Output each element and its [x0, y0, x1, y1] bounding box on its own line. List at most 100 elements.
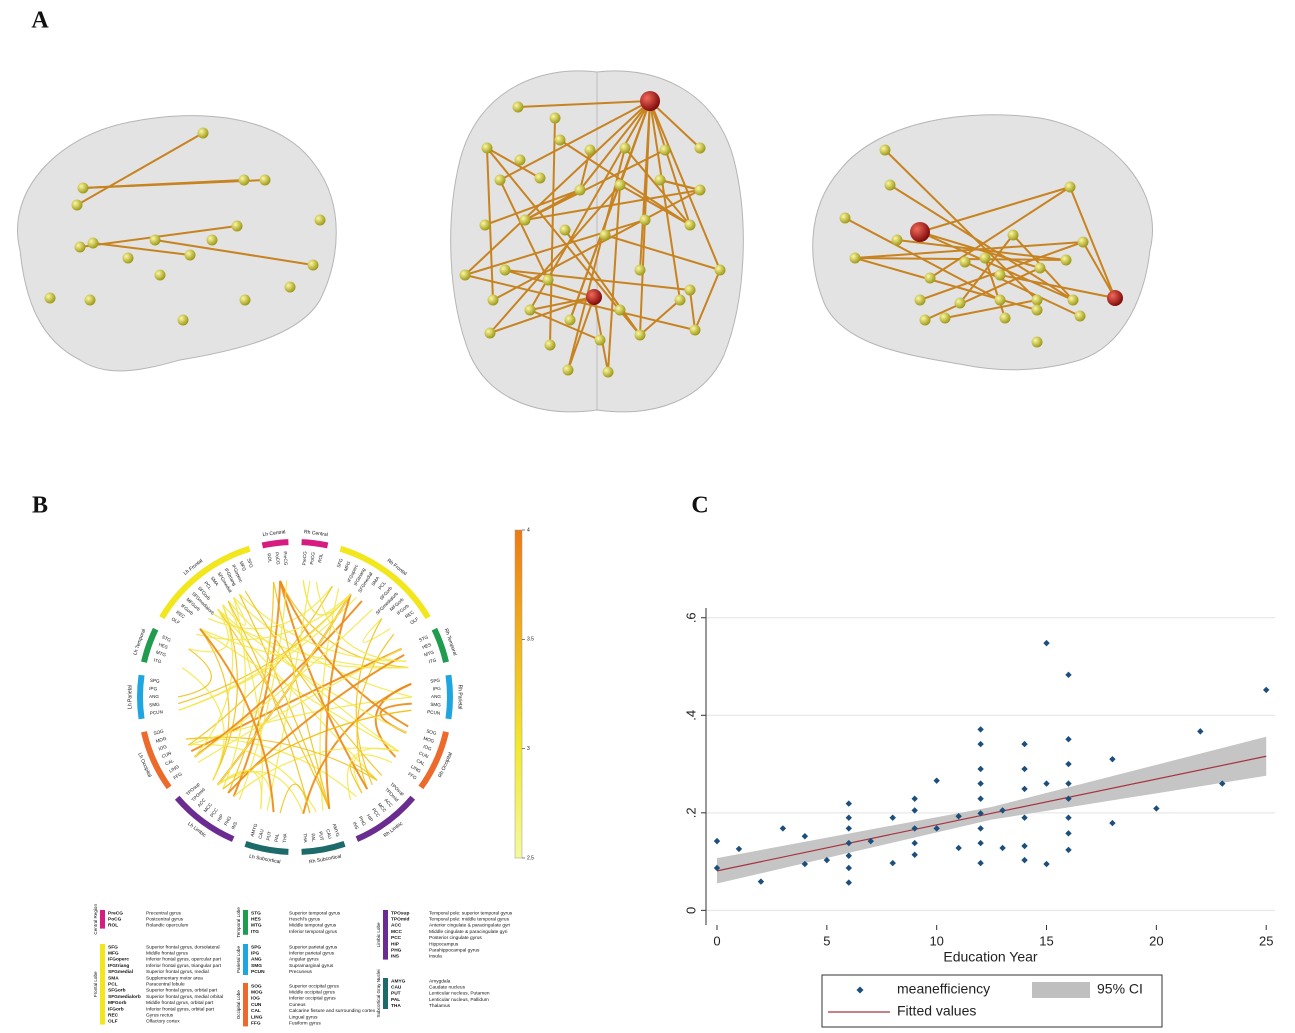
chord — [363, 618, 390, 642]
x-tick-label: 5 — [823, 933, 830, 948]
node — [565, 315, 576, 326]
region-full-name: Superior frontal gyrus, dorsolateral — [146, 944, 220, 950]
region-full-name: Superior frontal gyrus, medial — [146, 969, 209, 975]
region-abbr: IFGtriang — [108, 963, 129, 969]
region-name: Subcortical Gray Nuclei — [376, 970, 381, 1018]
node-label: ITG — [153, 658, 162, 665]
colorbar-tick-label: 2.5 — [527, 855, 534, 861]
region-full-name: Insula — [429, 954, 442, 960]
legend-label: meanefficiency — [897, 981, 990, 997]
node-label: THA — [282, 832, 288, 842]
region-name: Central Region — [93, 904, 98, 935]
region-abbr: HES — [251, 916, 262, 922]
panel-label: B — [32, 493, 48, 519]
region-name: Occipital Lobe — [236, 990, 241, 1020]
data-point — [1263, 687, 1269, 693]
node-label: CAU — [325, 829, 332, 840]
region-full-name: Middle temporal gyrus — [289, 923, 337, 929]
region-full-name: Lenticular nucleus, Putamen — [429, 991, 490, 997]
data-point — [912, 840, 918, 846]
node — [1008, 230, 1019, 241]
node — [1032, 295, 1043, 306]
data-point — [1065, 847, 1071, 853]
node-label: AMYG — [250, 822, 259, 837]
node — [620, 143, 631, 154]
region-legend: Central RegionPreCGPrecentral gyrusPoCGP… — [93, 904, 513, 1027]
hub-node — [640, 91, 660, 111]
region-full-name: Heschl's gyrus — [289, 916, 321, 922]
node — [560, 225, 571, 236]
segment-label: Rh Subcortical — [309, 854, 342, 866]
confidence-band — [717, 737, 1266, 884]
node — [995, 295, 1006, 306]
node — [850, 253, 861, 264]
y-tick-label: .2 — [683, 807, 698, 818]
node-label: INS — [352, 821, 360, 830]
node — [500, 265, 511, 276]
node-label: PreCG — [282, 551, 288, 566]
region-abbr: PCC — [391, 935, 402, 941]
region-abbr: PreCG — [108, 910, 123, 916]
node-label: PoCG — [274, 552, 281, 565]
region-abbr: IOG — [251, 996, 260, 1002]
data-point — [999, 845, 1005, 851]
data-point — [846, 815, 852, 821]
region-swatch — [100, 944, 105, 1025]
region-full-name: Angular gyrus — [289, 957, 319, 963]
data-point — [1021, 857, 1027, 863]
node — [563, 365, 574, 376]
node-label: HES — [421, 642, 432, 650]
region-abbr: SOG — [251, 983, 262, 989]
data-point — [977, 840, 983, 846]
data-point — [846, 800, 852, 806]
region-abbr: CUN — [251, 1002, 262, 1008]
node-label: MTG — [155, 650, 167, 658]
data-point — [977, 795, 983, 801]
node — [690, 325, 701, 336]
node — [885, 180, 896, 191]
region-full-name: Middle frontal gyrus, orbital part — [146, 1000, 214, 1006]
chord — [182, 668, 224, 781]
region-abbr: IFGorb — [108, 1006, 124, 1012]
node — [655, 175, 666, 186]
region-full-name: Temporal pole: middle temporal gyrus — [429, 916, 510, 922]
node — [940, 313, 951, 324]
region-abbr: STG — [251, 910, 261, 916]
node-label: SPG — [430, 678, 441, 684]
data-point — [1065, 780, 1071, 786]
node — [198, 128, 209, 139]
chord — [218, 771, 274, 812]
node-label: SMG — [430, 702, 441, 708]
data-point — [780, 825, 786, 831]
node — [600, 230, 611, 241]
node — [485, 328, 496, 339]
region-full-name: Posterior cingulate gyrus — [429, 935, 482, 941]
chord — [213, 605, 238, 780]
node-label: PAL — [274, 833, 280, 842]
node-label: PoCG — [309, 551, 316, 564]
node-label: PCUN — [150, 709, 164, 715]
node-label: CAU — [258, 829, 265, 840]
data-point — [1065, 736, 1071, 742]
region-swatch — [100, 910, 105, 929]
node — [520, 215, 531, 226]
colorbar-tick-label: 4 — [527, 527, 530, 533]
node — [460, 270, 471, 281]
node-label: SOG — [153, 728, 165, 736]
region-full-name: Temporal pole: superior temporal gyrus — [429, 910, 513, 916]
node-label: SPG — [150, 678, 161, 684]
node — [615, 305, 626, 316]
node — [72, 200, 83, 211]
node — [715, 265, 726, 276]
node — [635, 330, 646, 341]
region-abbr: MFG — [108, 950, 119, 956]
node — [1078, 237, 1089, 248]
node-label: STG — [418, 634, 429, 643]
region-abbr: CAL — [251, 1008, 261, 1014]
colorbar — [515, 530, 522, 858]
segment-label: Lh Subcortical — [249, 854, 281, 866]
region-abbr: SFG — [108, 944, 118, 950]
region-full-name: Supramarginal gyrus — [289, 963, 334, 969]
data-point — [912, 795, 918, 801]
region-abbr: PUT — [391, 991, 401, 997]
